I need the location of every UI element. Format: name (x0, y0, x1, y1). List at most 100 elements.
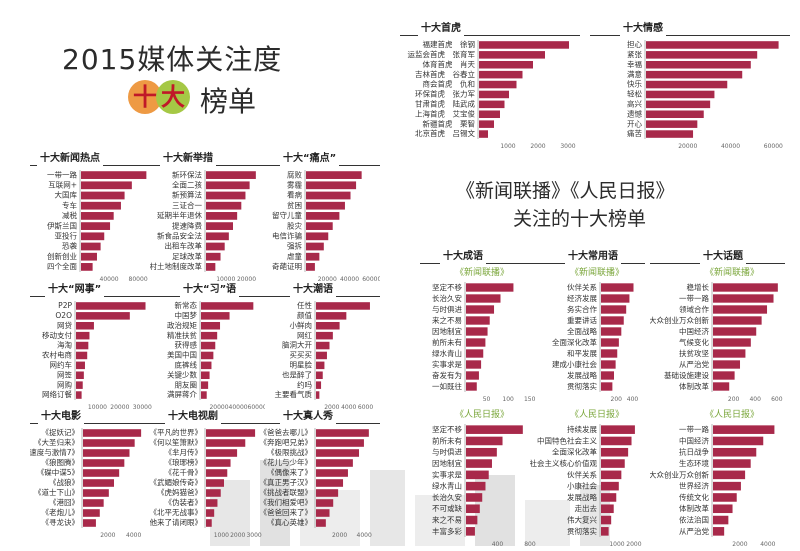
category-label: 《虎妈猫爸》 (157, 487, 202, 497)
panel-source-label: 《人民日报》 (570, 410, 625, 420)
category-label: 互联网+ (48, 181, 77, 190)
x-tick-label: 10000 (88, 404, 107, 411)
bar (601, 349, 618, 358)
category-label: 精准扶贫 (167, 330, 197, 340)
bar-chart: 坚定不移前所未有与时俱进因地制宜实事求是绿水青山长治久安不可或缺来之不易丰富多彩… (432, 424, 536, 548)
category-label: 获得感 (175, 340, 198, 350)
category-label: 体制改革 (679, 503, 709, 513)
x-tick-label: 60000 (362, 276, 380, 283)
category-label: 约吗 (297, 379, 312, 389)
category-label: 中国特色社会主义 (537, 435, 597, 445)
category-label: 买买买 (290, 351, 313, 360)
chart-panel: 十大首虎 福建首虎 徐钢 运监会首虎 张育军 体育首虎 肖天 吉林首虎 谷春立 商会首虎 … (400, 22, 580, 153)
bar (713, 338, 751, 347)
bar (76, 321, 94, 330)
bar (466, 283, 514, 292)
bar (479, 130, 488, 138)
bar (466, 470, 489, 480)
main-title: 2015媒体关注度 (62, 43, 283, 76)
panel-title: 十大“习”语 (180, 283, 240, 297)
bar (306, 252, 320, 261)
x-tick-label: 200 (728, 396, 740, 403)
category-label: 伙伴关系 (567, 469, 597, 479)
category-label: 商会首虎 仇和 (423, 79, 476, 89)
bar (206, 232, 229, 241)
panel-title: 十大情感 (620, 22, 666, 36)
bar-chart: 《平凡的世界》《何以笙箫默》《芈月传》《琅琊榜》《花千骨》《武媚娘传奇》《虎妈猫… (150, 428, 262, 539)
category-label: 网约车 (50, 360, 73, 370)
category-label: 《极限挑战》 (267, 447, 312, 457)
bar (466, 360, 482, 369)
bar (306, 263, 315, 271)
category-label: 《琅琊榜》 (165, 457, 203, 467)
bar (206, 469, 228, 477)
bar (713, 327, 757, 336)
category-label: 贫困 (287, 200, 302, 210)
bar (601, 371, 614, 380)
bar (601, 382, 613, 391)
bar (83, 519, 96, 527)
bar (76, 381, 83, 389)
x-tick-label: 80000 (129, 276, 148, 283)
category-label: 绿水青山 (432, 481, 462, 491)
category-label: 气候变化 (679, 337, 709, 347)
category-label: 《挑战者联盟》 (260, 487, 312, 497)
bar (466, 527, 475, 536)
x-tick-label: 10000 (216, 276, 235, 283)
bar (479, 120, 494, 128)
bar (83, 439, 135, 447)
category-label: 新食品安全法 (157, 231, 202, 241)
category-label: 出租车改革 (165, 241, 203, 251)
category-label: 《他来了请闭眼》 (150, 517, 202, 527)
category-label: 《寻龙诀》 (42, 517, 80, 527)
x-tick-label: 2000 (230, 532, 245, 539)
panel-source-label: 《新闻联播》 (705, 268, 760, 278)
chart-panel: 十大新举措 新环保法 全面二孩 新预算法 三证合一 延期半年退休 提速降费 新食品安全法 出租车… (150, 152, 265, 286)
x-tick-label: 2000 (332, 532, 347, 539)
category-label: 留守儿童 (272, 210, 302, 220)
bar (713, 349, 746, 358)
category-label: 《港囧》 (49, 497, 79, 507)
x-tick-label: 6000 (358, 404, 373, 411)
chart-panel: 十大新闻热点 一带一路 互联网+ 大国库 专车 减税 伊斯兰国 亚投行 恐袭 创新创业 四个全面 40… (30, 152, 155, 286)
bar (479, 51, 545, 59)
bar (201, 302, 254, 310)
panel-title: 十大新举措 (160, 152, 216, 166)
bar (76, 331, 90, 340)
x-tick-label: 1000 (214, 532, 229, 539)
category-label: 《爸爸回来了》 (260, 507, 312, 517)
bar (713, 436, 764, 446)
bar (316, 449, 360, 457)
category-label: 强拆 (287, 241, 302, 251)
title-subword: 榜单 (200, 85, 257, 118)
category-label: 大国库 (55, 190, 78, 200)
category-label: 新疆首虎 栗智 (423, 118, 476, 128)
category-label: 网红 (297, 330, 312, 340)
category-label: 网购 (57, 379, 72, 389)
category-label: 坚定不移 (432, 424, 462, 434)
category-label: 经济发展 (567, 293, 597, 303)
bar (206, 263, 216, 271)
x-tick-label: 3000 (560, 143, 575, 150)
chart-panel: 十大成语 《新闻联播》 坚定不移 长治久安 与时俱进 来之不易 因地制宜 前所未有 绿水青山 实事… (420, 250, 540, 406)
chart-panel: 十大电视剧 《平凡的世界》 《何以笙箫默》 《芈月传》 《琅琊榜》 《花千骨》 《武媚娘传奇… (150, 410, 265, 542)
bar (83, 429, 142, 437)
bar (646, 80, 728, 89)
bar (646, 120, 698, 128)
category-label: 《奔跑吧兄弟》 (260, 437, 312, 447)
bar (201, 391, 207, 399)
bar (479, 90, 509, 99)
bar-chart: 稳增长一带一路领域合作大众创业万众创新中国经济气候变化扶贫攻坚从严治党基础设施建… (650, 282, 783, 403)
bar (601, 436, 632, 446)
category-label: 体育首虎 肖天 (423, 59, 476, 69)
category-label: 从严治党 (679, 526, 709, 536)
category-label: 福建首虎 徐钢 (423, 40, 476, 49)
bar (713, 360, 741, 369)
skyline-illustration (210, 460, 610, 546)
chart-panel: 《人民日报》 一带一路 中国经济 抗日战争 生态环境 大众创业万众创新 世界经济 传统文化 体制… (650, 410, 785, 551)
category-label: 满屏蒋介 (167, 389, 197, 399)
category-label: 《爸爸去哪儿》 (260, 428, 312, 437)
bar (646, 70, 743, 79)
category-label: 朋友圈 (175, 379, 198, 389)
